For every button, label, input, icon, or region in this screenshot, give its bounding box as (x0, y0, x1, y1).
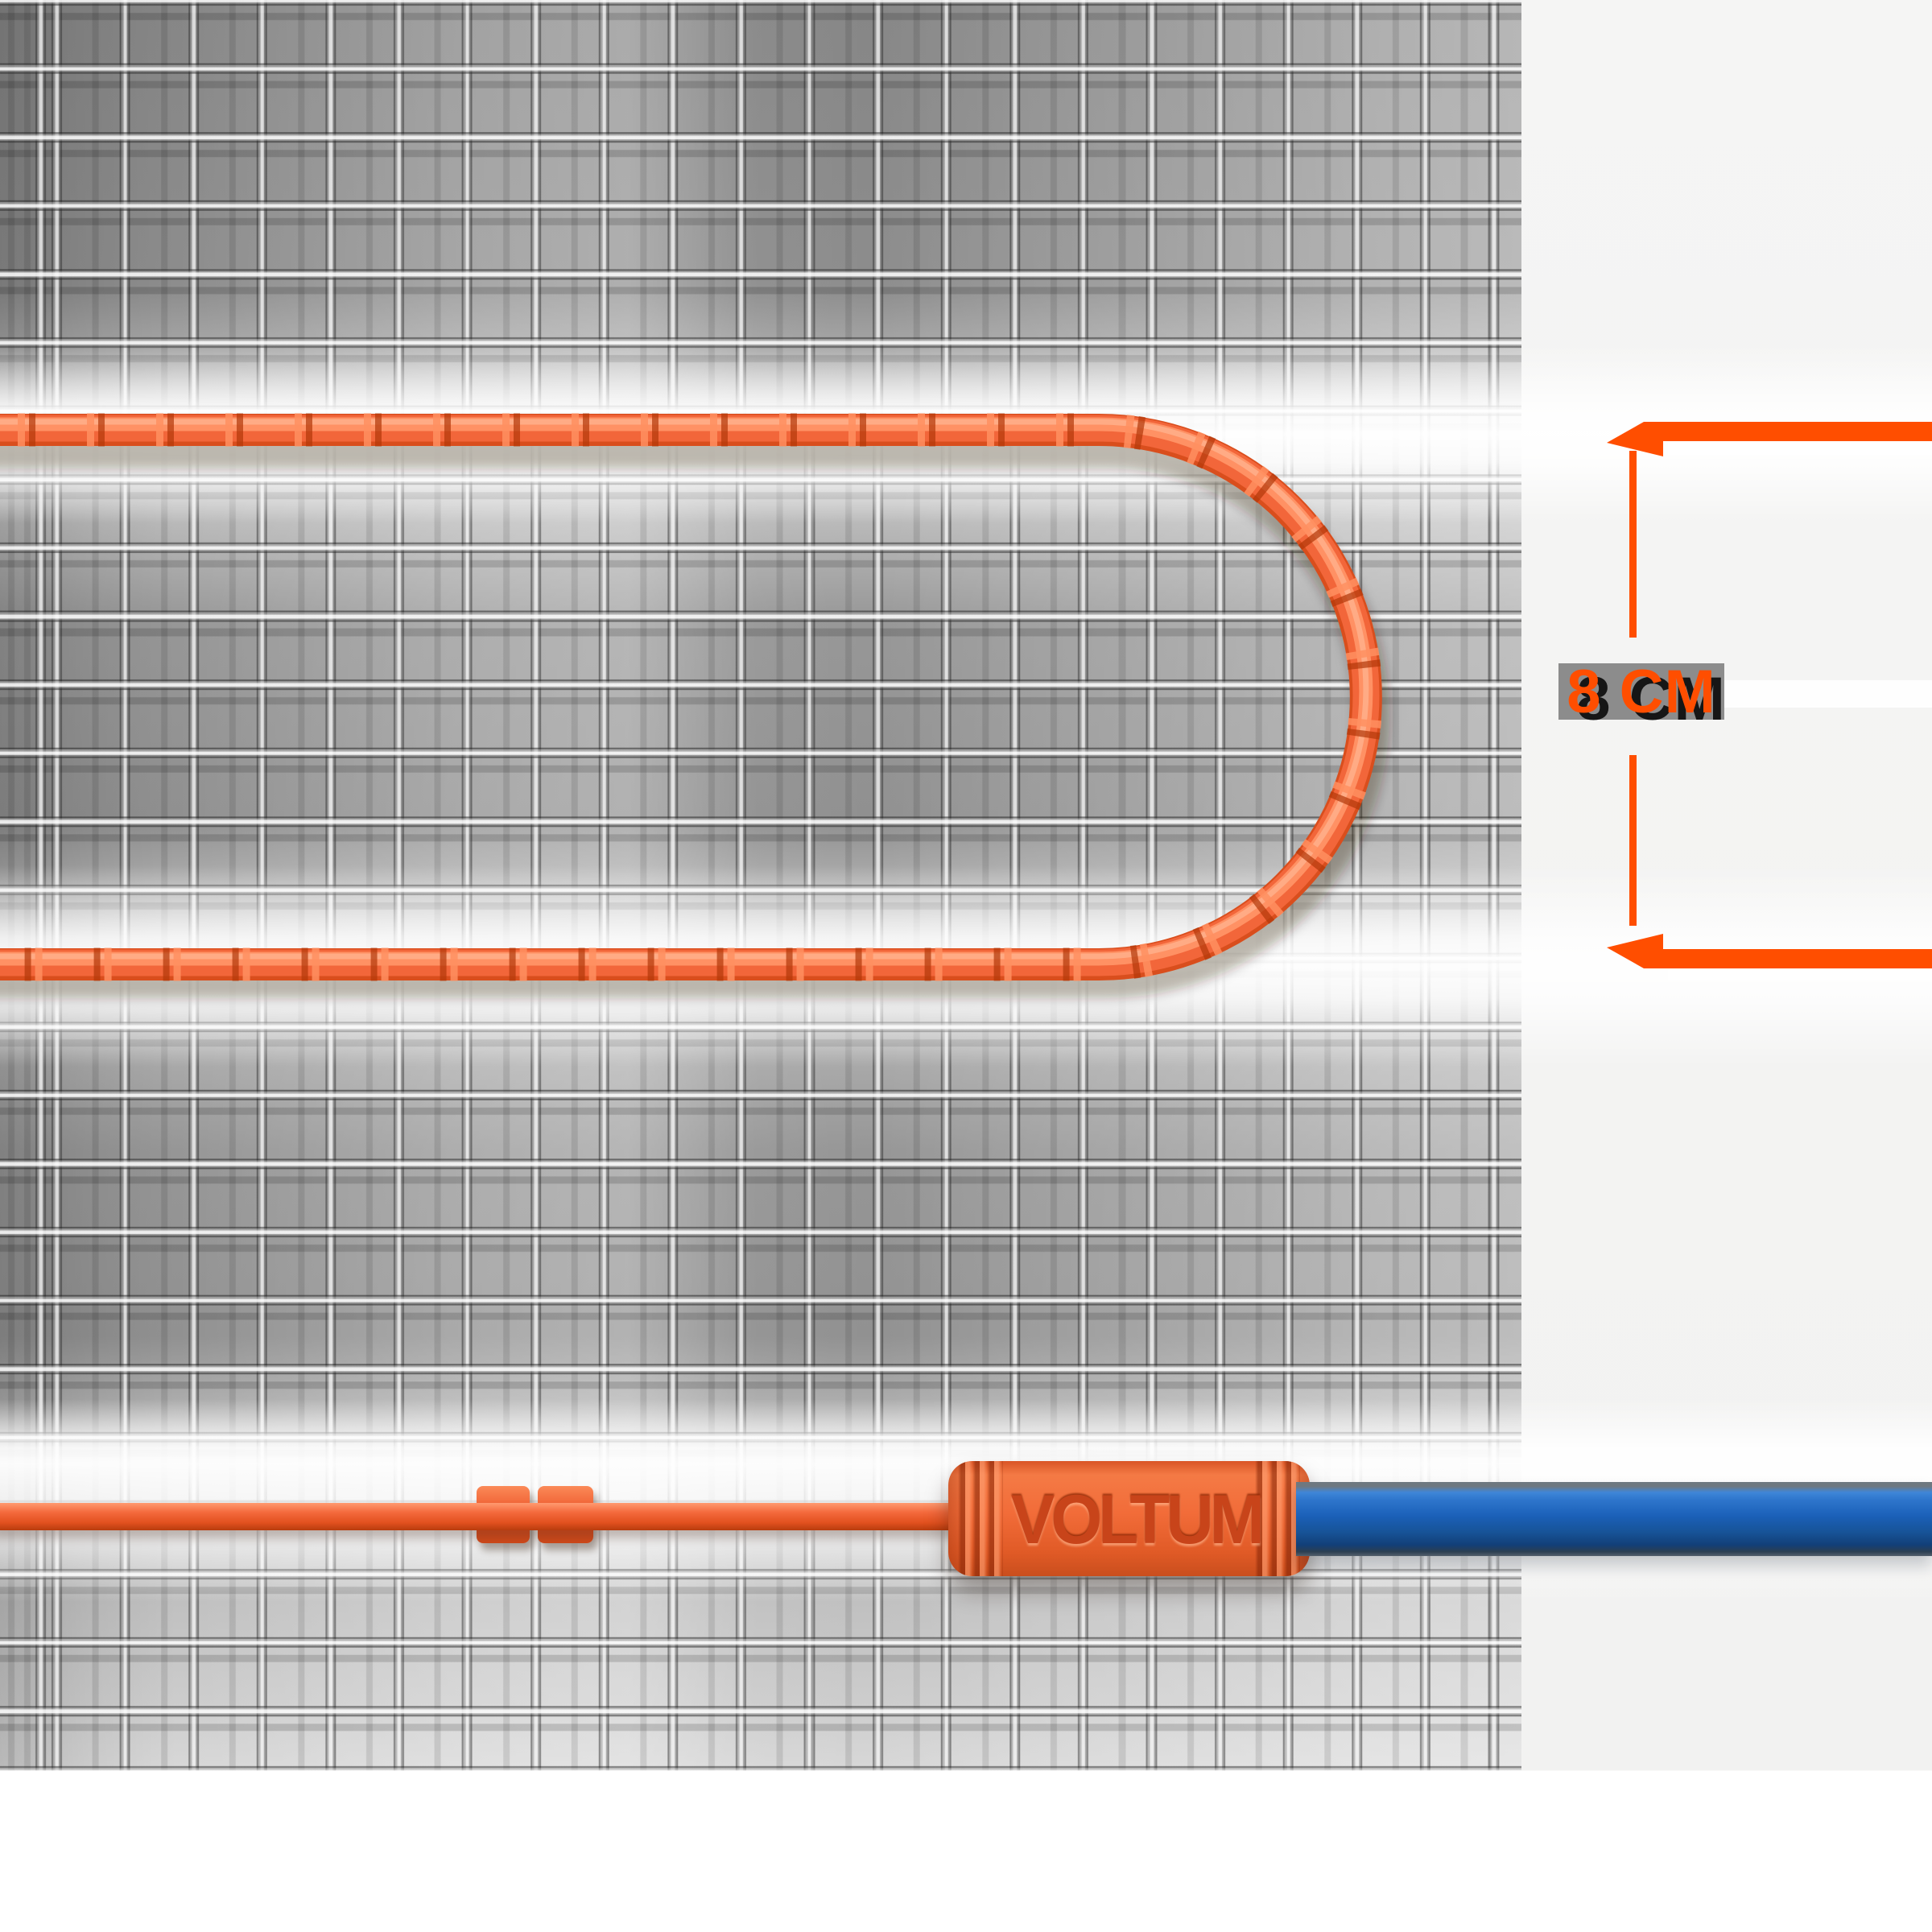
connector-body: VOLTUM (948, 1461, 1310, 1576)
cold-lead-cable (0, 1503, 968, 1530)
connector-ribs-right (1255, 1461, 1300, 1576)
dimension-bar-top-arrow (1607, 422, 1932, 456)
highlight-strip-bottom (1668, 969, 1932, 980)
measurement-label: 8 CM (1558, 662, 1724, 723)
connector-brand-label: VOLTUM (1010, 1481, 1265, 1558)
connector-ribs-left (958, 1461, 1003, 1576)
power-cord-blue (1296, 1482, 1932, 1556)
dimension-line-lower (1629, 755, 1637, 926)
highlight-strip-top (1668, 442, 1932, 455)
heating-cable-highlight-2 (0, 419, 1369, 960)
highlight-strip-middle (1724, 680, 1932, 708)
dimension-bar-bottom-arrow (1607, 934, 1932, 968)
dimension-line-upper (1629, 451, 1637, 638)
